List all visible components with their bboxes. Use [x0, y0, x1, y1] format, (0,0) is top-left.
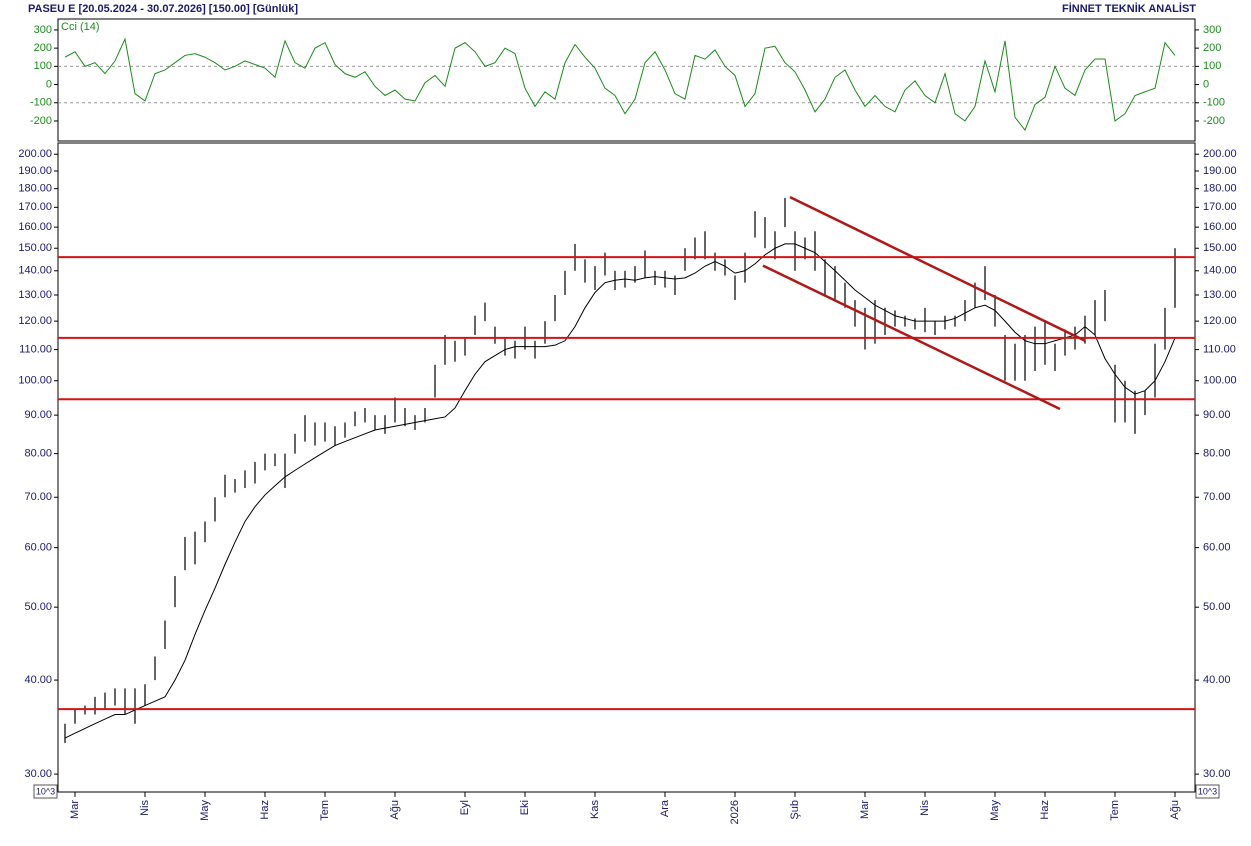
y-tick-label: 60.00 — [24, 542, 52, 554]
x-tick-label: Tem — [319, 800, 331, 821]
x-tick-label: Haz — [259, 800, 271, 820]
x-tick-label: Eki — [519, 800, 531, 815]
legend-entry: Cci (14) — [61, 21, 100, 33]
y-tick-label: 150.00 — [18, 242, 52, 254]
moving-average — [64, 243, 1176, 739]
y-tick-label: 150.00 — [1203, 242, 1237, 254]
y-tick-label: 0 — [1203, 78, 1209, 90]
y-tick-label: 120.00 — [1203, 315, 1237, 327]
x-tick-label: Mar — [69, 800, 81, 819]
scale-box — [1195, 784, 1220, 799]
cci-line — [64, 37, 1176, 132]
cci-panel — [57, 18, 1196, 142]
y-tick-label: 70.00 — [24, 491, 52, 503]
y-tick-label: 0 — [46, 78, 52, 90]
y-tick-label: 100.00 — [1203, 375, 1237, 387]
x-tick-label: Nis — [139, 800, 151, 816]
y-tick-label: 300 — [34, 24, 52, 36]
x-tick-label: Şub — [789, 800, 801, 820]
x-tick-label: Ara — [659, 799, 671, 817]
y-tick-label: 60.00 — [1203, 542, 1231, 554]
y-tick-label: 190.00 — [18, 165, 52, 177]
y-tick-label: 160.00 — [1203, 221, 1237, 233]
y-tick-label: 130.00 — [18, 289, 52, 301]
y-tick-label: 30.00 — [24, 768, 52, 780]
x-tick-label: Eyl — [459, 800, 471, 815]
y-tick-label: 70.00 — [1203, 491, 1231, 503]
x-tick-label: Ağu — [1169, 800, 1181, 820]
scale-note: 10^3 — [1198, 786, 1217, 796]
x-tick-label: Ağu — [389, 800, 401, 820]
scale-box — [33, 784, 58, 799]
x-tick-label: Kas — [589, 800, 601, 819]
y-tick-label: 200 — [1203, 42, 1221, 54]
y-tick-label: 30.00 — [1203, 768, 1231, 780]
price-panel — [57, 142, 1196, 793]
y-tick-label: 140.00 — [1203, 265, 1237, 277]
y-tick-label: 170.00 — [18, 201, 52, 213]
y-tick-label: 170.00 — [1203, 201, 1237, 213]
y-tick-label: 100.00 — [18, 375, 52, 387]
y-tick-label: 40.00 — [1203, 674, 1231, 686]
x-tick-label: May — [199, 800, 211, 821]
y-tick-label: 100 — [1203, 60, 1221, 72]
y-tick-label: -100 — [1203, 97, 1225, 109]
y-tick-label: 200.00 — [1203, 148, 1237, 160]
brand: FİNNET TEKNİK ANALİST — [1062, 2, 1196, 15]
y-tick-label: 80.00 — [24, 448, 52, 460]
y-tick-label: 180.00 — [18, 183, 52, 195]
y-tick-label: 120.00 — [18, 315, 52, 327]
y-tick-label: 50.00 — [1203, 601, 1231, 613]
y-tick-label: 300 — [1203, 24, 1221, 36]
scale-note: 10^3 — [36, 786, 55, 796]
y-tick-label: 140.00 — [18, 265, 52, 277]
y-tick-label: 110.00 — [19, 343, 52, 355]
y-tick-label: 90.00 — [1203, 409, 1231, 421]
y-tick-label: -200 — [30, 115, 52, 127]
trend-line — [789, 195, 1086, 342]
x-tick-label: Mar — [859, 800, 871, 819]
x-tick-label: 2026 — [729, 800, 741, 824]
x-tick-label: Nis — [919, 800, 931, 816]
x-tick-label: May — [989, 800, 1001, 821]
y-tick-label: 80.00 — [1203, 448, 1231, 460]
y-tick-label: 160.00 — [18, 221, 52, 233]
y-tick-label: 200 — [34, 42, 52, 54]
y-tick-label: 110.00 — [1203, 343, 1236, 355]
y-tick-label: 180.00 — [1203, 183, 1237, 195]
x-tick-label: Haz — [1039, 800, 1051, 820]
y-tick-label: 100 — [34, 60, 52, 72]
y-tick-label: 50.00 — [24, 601, 52, 613]
x-tick-label: Tem — [1109, 800, 1121, 821]
y-tick-label: 130.00 — [1203, 289, 1237, 301]
chart-title: PASEU E [20.05.2024 - 30.07.2026] [150.0… — [28, 3, 298, 15]
y-tick-label: 40.00 — [24, 674, 52, 686]
y-tick-label: 200.00 — [18, 148, 52, 160]
y-tick-label: 190.00 — [1203, 165, 1237, 177]
y-tick-label: 90.00 — [24, 409, 52, 421]
y-tick-label: -100 — [30, 97, 52, 109]
y-tick-label: -200 — [1203, 115, 1225, 127]
trend-line — [762, 264, 1061, 411]
